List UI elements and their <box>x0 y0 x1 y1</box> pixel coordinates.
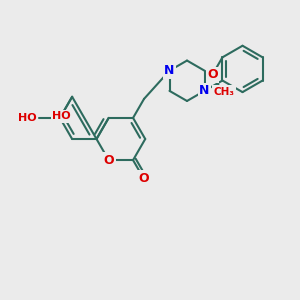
Text: N: N <box>199 84 210 98</box>
Text: O: O <box>207 68 218 81</box>
Text: N: N <box>164 64 175 77</box>
Text: O: O <box>138 172 149 184</box>
Text: CH₃: CH₃ <box>213 87 234 97</box>
Text: HO: HO <box>52 111 71 121</box>
Text: O: O <box>103 154 114 166</box>
Text: HO: HO <box>18 113 36 123</box>
